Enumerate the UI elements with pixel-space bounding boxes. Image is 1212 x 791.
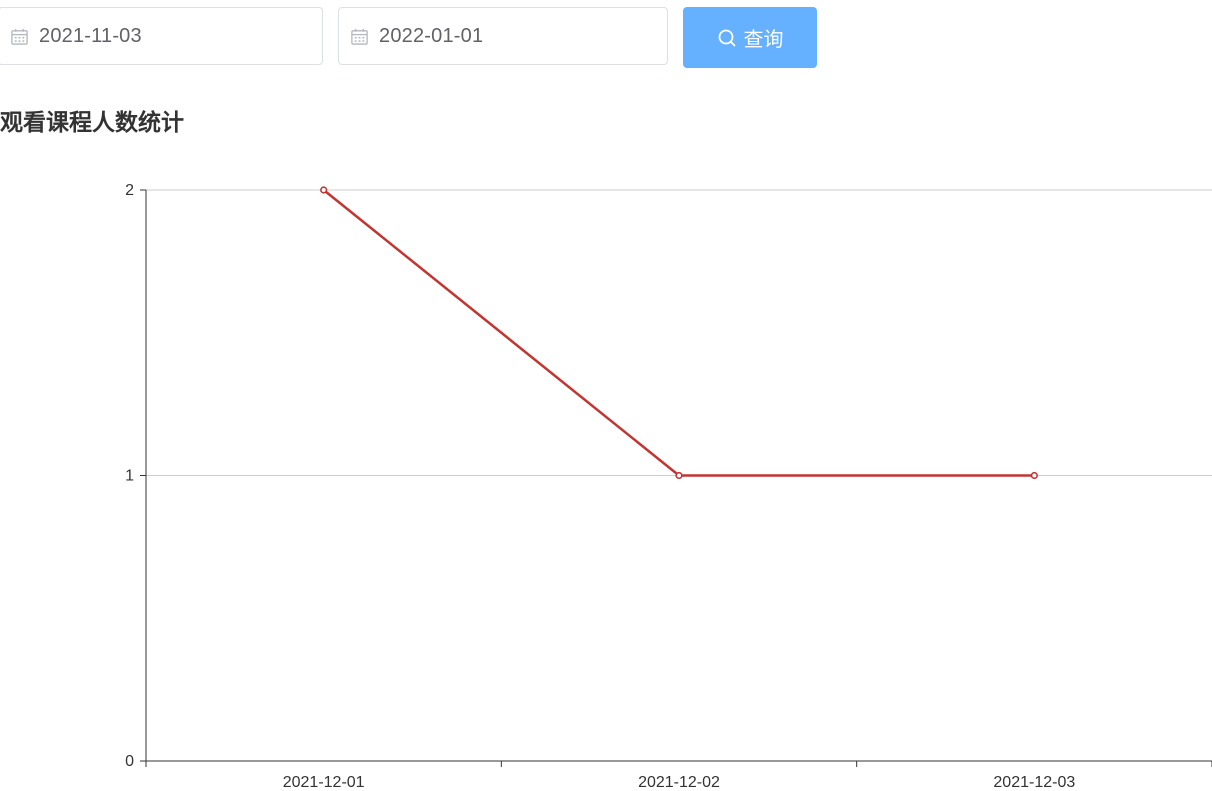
y-tick-label: 1 [125, 468, 134, 485]
data-point [320, 186, 328, 194]
end-date-value[interactable]: 2022-01-01 [379, 24, 484, 47]
search-icon [718, 29, 735, 46]
data-point [675, 471, 683, 480]
calendar-icon [351, 28, 368, 45]
data-point [1030, 471, 1038, 480]
calendar-icon [11, 28, 28, 45]
x-tick-label: 2021-12-02 [638, 774, 720, 791]
x-tick-label: 2021-12-01 [283, 774, 365, 791]
query-button[interactable]: 查询 [683, 7, 817, 68]
query-button-label: 查询 [743, 29, 784, 51]
start-date-value[interactable]: 2021-11-03 [39, 24, 142, 47]
y-tick-label: 0 [125, 753, 134, 770]
x-tick-label: 2021-12-03 [993, 774, 1075, 791]
chart-title: 观看课程人数统计 [0, 110, 184, 136]
start-date-picker[interactable]: 2021-11-03 [0, 7, 323, 65]
line-chart: 0 1 2 2021-12-01 2021-12-02 2021-12-03 [125, 182, 1212, 791]
end-date-picker[interactable]: 2022-01-01 [338, 7, 668, 65]
filter-toolbar: 2021-11-03 2022-01-01 查询 [0, 0, 1212, 80]
y-tick-label: 2 [125, 182, 134, 199]
series-line [322, 189, 1035, 477]
